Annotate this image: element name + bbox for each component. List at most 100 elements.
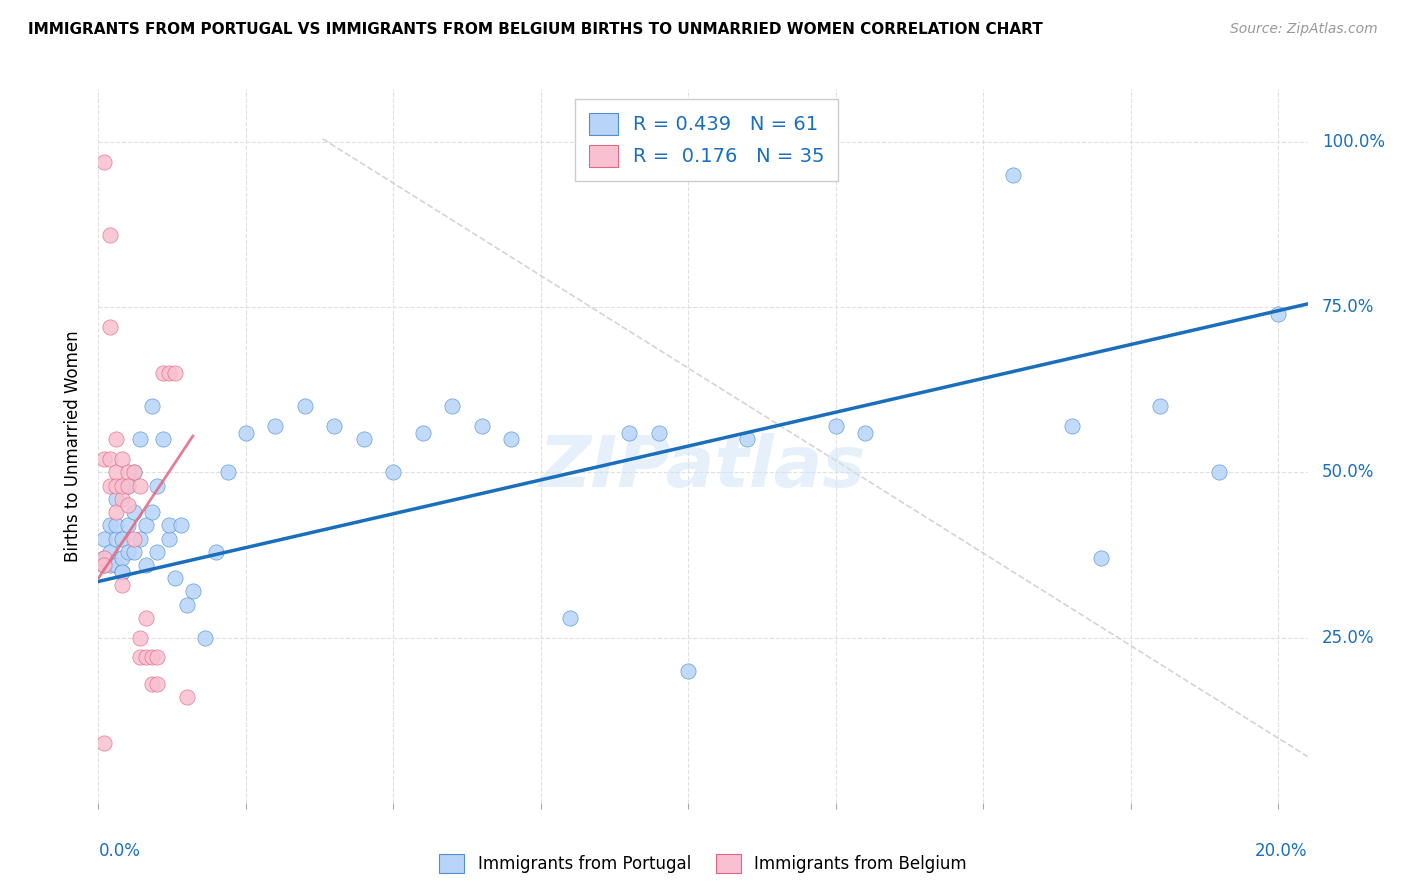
Point [93,551,115,566]
Point [93,558,115,572]
Point [93,551,115,566]
Point [117,478,139,492]
Point [111,578,134,592]
Point [128,650,150,665]
Point [117,545,139,559]
Point [1060,419,1083,434]
Text: IMMIGRANTS FROM PORTUGAL VS IMMIGRANTS FROM BELGIUM BIRTHS TO UNMARRIED WOMEN CO: IMMIGRANTS FROM PORTUGAL VS IMMIGRANTS F… [28,22,1043,37]
Y-axis label: Births to Unmarried Women: Births to Unmarried Women [65,330,83,562]
Point [170,518,193,533]
Point [105,532,128,546]
Point [105,478,128,492]
Point [1001,168,1024,182]
Point [323,419,346,434]
Point [619,425,641,440]
Point [135,650,157,665]
Text: 0.0%: 0.0% [98,842,141,860]
Point [1267,307,1289,321]
Point [93,452,115,467]
Point [412,425,434,440]
Point [141,677,163,691]
Point [98,518,121,533]
Point [111,478,134,492]
Point [146,478,169,492]
Point [128,532,150,546]
Point [105,466,128,480]
Text: Source: ZipAtlas.com: Source: ZipAtlas.com [1230,22,1378,37]
Point [105,491,128,506]
Point [146,650,169,665]
Point [235,425,257,440]
Point [128,478,150,492]
Point [98,558,121,572]
Point [141,505,163,519]
Point [93,154,115,169]
Point [117,466,139,480]
Point [194,631,217,645]
Point [141,650,163,665]
Point [853,425,876,440]
Point [105,518,128,533]
Point [105,505,128,519]
Point [98,452,121,467]
Point [111,532,134,546]
Point [205,545,228,559]
Point [157,367,180,381]
Point [181,584,204,599]
Point [648,425,671,440]
Point [111,452,134,467]
Point [217,466,239,480]
Point [294,400,316,414]
Point [98,320,121,334]
Point [678,664,700,678]
Point [824,419,846,434]
Point [117,518,139,533]
Point [98,227,121,242]
Point [93,736,115,750]
Point [98,478,121,492]
Point [111,491,134,506]
Point [176,598,198,612]
Point [353,433,375,447]
Point [117,499,139,513]
Point [135,518,157,533]
Point [93,558,115,572]
Point [264,419,287,434]
Point [98,545,121,559]
Point [471,419,494,434]
Point [122,545,145,559]
Text: ZIPatlas: ZIPatlas [540,433,866,502]
Point [111,551,134,566]
Point [441,400,464,414]
Point [117,478,139,492]
Point [122,505,145,519]
Point [735,433,758,447]
Point [152,367,174,381]
Point [1149,400,1171,414]
Point [560,611,582,625]
Point [141,400,163,414]
Point [382,466,405,480]
Point [135,558,157,572]
Point [501,433,523,447]
Point [157,518,180,533]
Point [146,677,169,691]
Point [105,433,128,447]
Point [122,532,145,546]
Point [122,466,145,480]
Point [1090,551,1112,566]
Point [157,532,180,546]
Point [105,558,128,572]
Legend: Immigrants from Portugal, Immigrants from Belgium: Immigrants from Portugal, Immigrants fro… [433,847,973,880]
Point [135,611,157,625]
Text: 50.0%: 50.0% [1322,464,1375,482]
Text: 25.0%: 25.0% [1322,629,1375,647]
Point [1208,466,1230,480]
Point [165,367,187,381]
Point [165,571,187,585]
Point [176,690,198,704]
Point [111,565,134,579]
Text: 20.0%: 20.0% [1256,842,1308,860]
Point [146,545,169,559]
Point [122,466,145,480]
